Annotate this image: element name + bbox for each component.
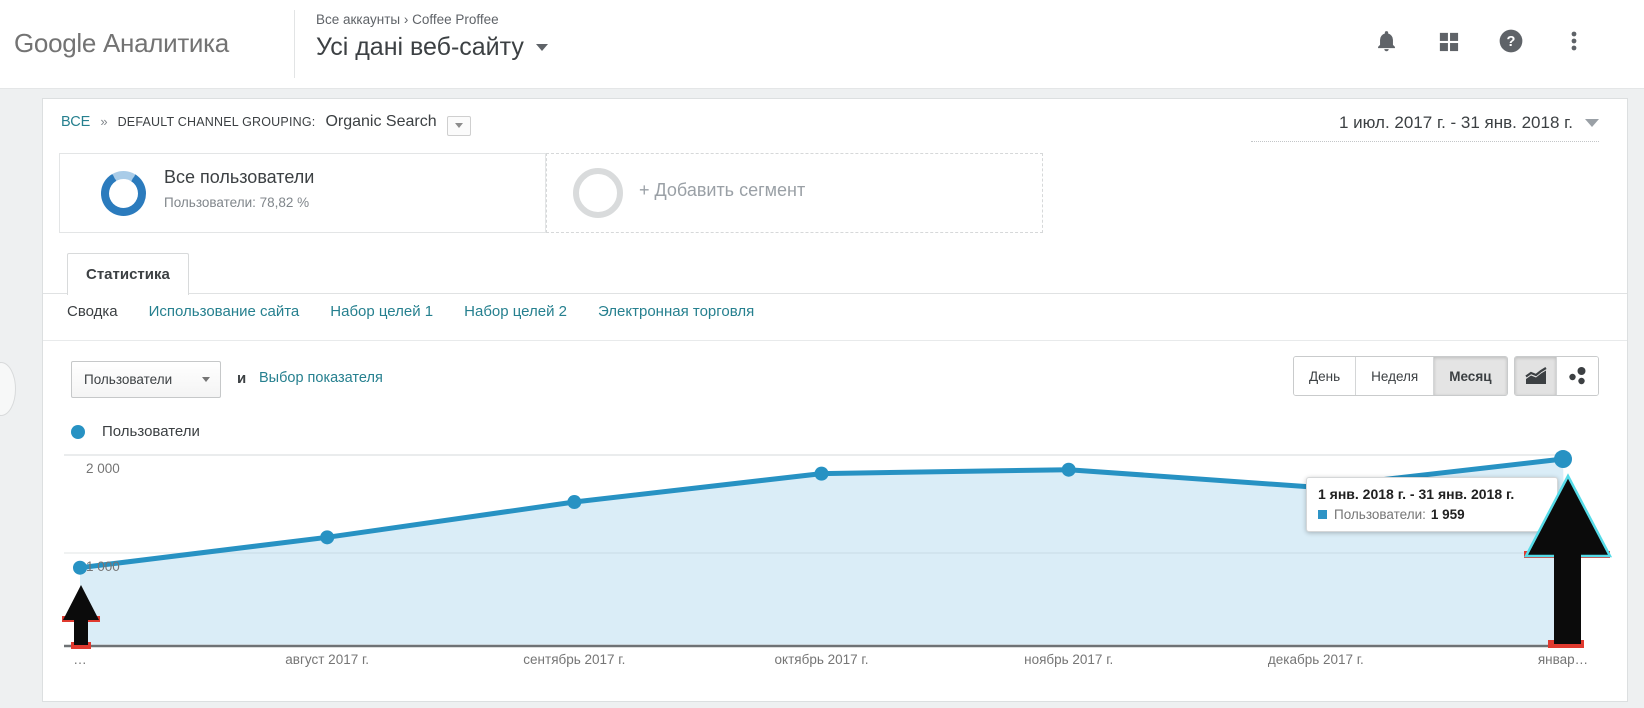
date-range-label: 1 июл. 2017 г. - 31 янв. 2018 г. <box>1338 113 1573 132</box>
tab-statistics[interactable]: Статистика <box>67 253 189 295</box>
motion-chart-icon <box>1568 367 1585 385</box>
add-segment-card[interactable]: + Добавить сегмент <box>546 153 1043 233</box>
legend-dot-icon <box>71 424 85 439</box>
subtab-goal-set-2[interactable]: Набор целей 2 <box>464 303 568 320</box>
tab-strip-divider <box>43 293 1627 294</box>
y-tick-label: 1 000 <box>86 559 120 574</box>
chart-type-button-group <box>1514 356 1599 396</box>
tooltip-metric-value: 1 959 <box>1430 507 1465 522</box>
granularity-week-button[interactable]: Неделя <box>1356 357 1435 395</box>
tooltip-date-range: 1 янв. 2018 г. - 31 янв. 2018 г. <box>1318 486 1515 502</box>
svg-text:?: ? <box>1507 34 1516 50</box>
motion-chart-button[interactable] <box>1557 357 1598 395</box>
granularity-button-group: День Неделя Месяц <box>1293 356 1508 396</box>
ga-logo: Google Аналитика <box>14 28 229 58</box>
controls-divider <box>43 340 1627 341</box>
legend-series-label: Пользователи <box>102 423 200 440</box>
filter-dimension-label: DEFAULT CHANNEL GROUPING: <box>117 115 316 129</box>
breadcrumb[interactable]: Все аккаунты › Coffee Proffee <box>316 12 499 27</box>
subtab-summary[interactable]: Сводка <box>67 303 118 320</box>
tooltip-series-swatch <box>1318 510 1327 519</box>
x-tick-label: декабрь 2017 г. <box>1267 652 1364 667</box>
add-segment-label: + Добавить сегмент <box>639 180 806 200</box>
x-tick-label: август 2017 г. <box>285 652 369 667</box>
notifications-bell-icon[interactable] <box>1374 29 1399 54</box>
breadcrumb-accounts[interactable]: Все аккаунты <box>316 12 401 27</box>
subtab-site-usage[interactable]: Использование сайта <box>148 303 300 320</box>
date-range-underline <box>1251 141 1599 142</box>
granularity-day-button[interactable]: День <box>1294 357 1357 395</box>
chevron-down-icon <box>535 44 548 51</box>
segment-title: Все пользователи <box>164 167 315 187</box>
line-chart-icon <box>1524 367 1547 384</box>
chevron-down-icon <box>454 123 463 128</box>
y-tick-label: 2 000 <box>86 461 120 476</box>
help-icon[interactable]: ? <box>1498 28 1524 54</box>
apps-grid-icon[interactable] <box>1437 30 1460 53</box>
segment-donut-icon <box>101 171 146 216</box>
view-selector[interactable]: Усі дані веб-сайту <box>316 33 548 62</box>
report-card: ВСЕ » DEFAULT CHANNEL GROUPING: Organic … <box>42 98 1628 702</box>
breadcrumb-separator: › <box>403 12 409 27</box>
header-divider <box>294 10 295 78</box>
segment-subtitle: Пользователи: 78,82 % <box>164 195 310 210</box>
x-tick-label: ноябрь 2017 г. <box>1024 652 1114 667</box>
chevron-down-icon <box>202 377 210 382</box>
conjunction-label: и <box>237 370 247 387</box>
metric-select-dropdown[interactable]: Пользователи <box>71 361 221 398</box>
x-tick-label: … <box>73 652 87 667</box>
top-header: Google Аналитика Все аккаунты › Coffee P… <box>0 0 1644 89</box>
filter-dimension-value: Organic Search <box>325 113 437 130</box>
more-vertical-icon[interactable] <box>1562 29 1586 53</box>
chart-tooltip: 1 янв. 2018 г. - 31 янв. 2018 г. Пользов… <box>1306 477 1558 532</box>
filter-dropdown-button[interactable] <box>446 115 471 136</box>
subtab-goal-set-1[interactable]: Набор целей 1 <box>330 303 434 320</box>
report-filter-bar: ВСЕ » DEFAULT CHANNEL GROUPING: Organic … <box>61 113 471 136</box>
line-chart-button[interactable] <box>1515 357 1557 395</box>
x-tick-label: октябрь 2017 г. <box>774 652 869 667</box>
filter-separator: » <box>100 114 108 129</box>
chart-legend: Пользователи <box>71 423 200 440</box>
subtab-bar: Сводка Использование сайта Набор целей 1… <box>67 303 754 320</box>
x-tick-label: январ… <box>1537 652 1589 667</box>
granularity-month-button[interactable]: Месяц <box>1434 357 1507 395</box>
date-range-selector[interactable]: 1 июл. 2017 г. - 31 янв. 2018 г. <box>1251 113 1599 142</box>
subtab-ecommerce[interactable]: Электронная торговля <box>598 303 755 320</box>
nav-collapse-handle[interactable] <box>0 362 16 416</box>
segment-card-all-users[interactable]: Все пользователи Пользователи: 78,82 % <box>59 153 546 233</box>
add-metric-link[interactable]: Выбор показателя <box>259 370 383 386</box>
metric-select-value: Пользователи <box>84 372 173 387</box>
x-tick-label: сентябрь 2017 г. <box>523 652 626 667</box>
chevron-down-icon <box>1585 119 1599 127</box>
empty-circle-icon <box>573 168 623 218</box>
view-title-label: Усі дані веб-сайту <box>316 33 524 61</box>
tooltip-metric-label: Пользователи: <box>1334 507 1426 522</box>
tab-statistics-label: Статистика <box>86 266 170 283</box>
filter-all-link[interactable]: ВСЕ <box>61 114 91 130</box>
breadcrumb-property[interactable]: Coffee Proffee <box>412 12 499 27</box>
